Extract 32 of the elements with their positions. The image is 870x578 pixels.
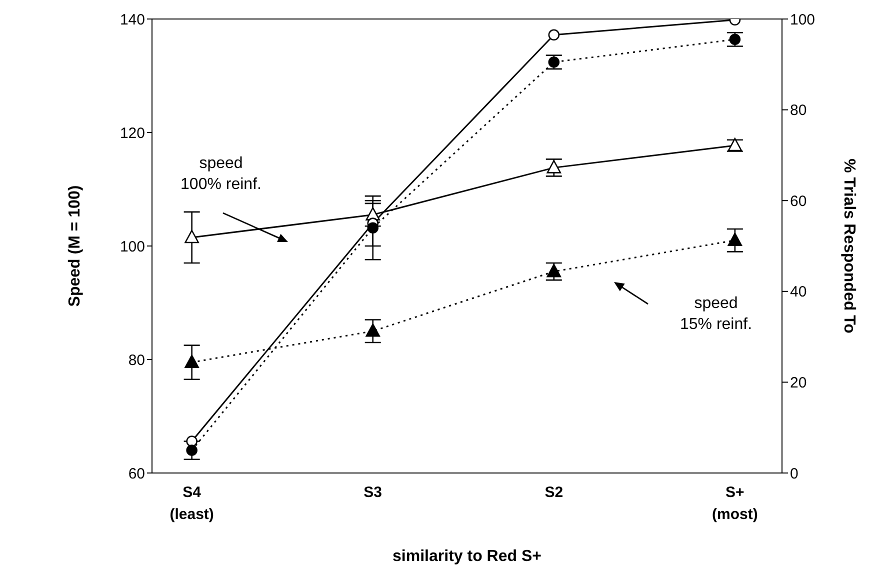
point	[729, 34, 741, 46]
point	[184, 230, 199, 244]
point	[367, 222, 379, 234]
point	[728, 232, 742, 246]
y2-tick-label: 100	[790, 11, 816, 28]
x-tick-label: S3	[364, 484, 382, 501]
x-tick-label: S2	[544, 484, 564, 501]
y2-tick-label: 40	[790, 284, 807, 301]
y-tick-label: 100	[120, 238, 145, 256]
point	[546, 160, 562, 174]
y2-axis-title: % Trials Responded To	[840, 158, 858, 334]
text: speed 100% reinf.	[180, 155, 262, 193]
y-tick-label: 140	[120, 11, 145, 28]
y-tick-label: 80	[128, 352, 145, 369]
point	[548, 56, 560, 68]
y2-tick-label: 20	[790, 374, 807, 392]
x-axis-title: similarity to Red S+	[392, 548, 542, 565]
point	[546, 264, 562, 278]
point	[184, 354, 199, 368]
y-tick-label: 120	[120, 124, 145, 142]
point	[186, 444, 198, 456]
y2-tick-label: 60	[790, 192, 807, 210]
y2-tick-label: 0	[790, 465, 798, 482]
y-tick-label: 60	[128, 465, 145, 482]
y-axis-title: Speed (M = 100)	[66, 185, 84, 307]
text: speed 15% reinf.	[680, 295, 752, 333]
x-tick-label: S+ (most)	[712, 484, 758, 523]
y2-tick-label: 80	[790, 102, 807, 120]
point	[548, 29, 560, 41]
x-tick-label: S4 (least)	[170, 484, 214, 523]
point	[186, 436, 198, 447]
point	[366, 323, 380, 337]
